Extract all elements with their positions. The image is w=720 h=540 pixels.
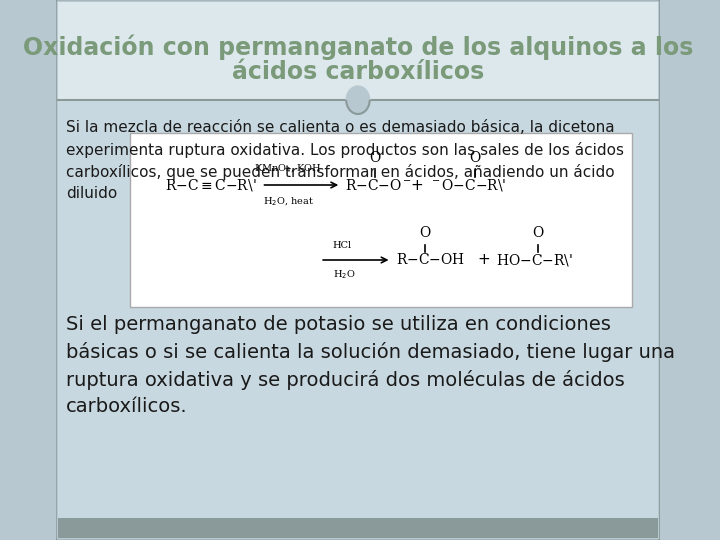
Text: HCl: HCl (333, 241, 352, 250)
Text: H$_2$O: H$_2$O (333, 268, 356, 281)
Text: R$-$C$-$OH: R$-$C$-$OH (396, 253, 464, 267)
Text: R$-$C$\equiv$C$-$R\': R$-$C$\equiv$C$-$R\' (165, 177, 257, 193)
Text: O: O (533, 226, 544, 240)
Text: O: O (469, 151, 481, 165)
FancyBboxPatch shape (58, 2, 658, 100)
Text: +: + (477, 253, 490, 267)
FancyBboxPatch shape (58, 518, 658, 538)
Text: KMnO$_4$, KOH: KMnO$_4$, KOH (254, 163, 323, 175)
Text: $^-$O$-$C$-$R\': $^-$O$-$C$-$R\' (429, 177, 506, 193)
Text: H$_2$O, heat: H$_2$O, heat (263, 195, 314, 207)
Text: Si el permanganato de potasio se utiliza en condiciones
básicas o si se calienta: Si el permanganato de potasio se utiliza… (66, 315, 675, 416)
Text: Si la mezcla de reacción se calienta o es demasiado básica, la dicetona
experime: Si la mezcla de reacción se calienta o e… (66, 120, 624, 201)
Text: Oxidación con permanganato de los alquinos a los: Oxidación con permanganato de los alquin… (23, 34, 693, 60)
Text: +: + (410, 178, 423, 192)
Text: HO$-$C$-$R\': HO$-$C$-$R\' (496, 252, 573, 268)
Text: R$-$C$-$O$^-$: R$-$C$-$O$^-$ (346, 178, 413, 192)
FancyBboxPatch shape (55, 0, 660, 540)
Circle shape (346, 86, 369, 114)
FancyBboxPatch shape (58, 100, 658, 538)
Text: O: O (369, 151, 380, 165)
Text: ácidos carboxílicos: ácidos carboxílicos (232, 60, 484, 84)
Text: O: O (419, 226, 431, 240)
FancyBboxPatch shape (130, 133, 632, 307)
